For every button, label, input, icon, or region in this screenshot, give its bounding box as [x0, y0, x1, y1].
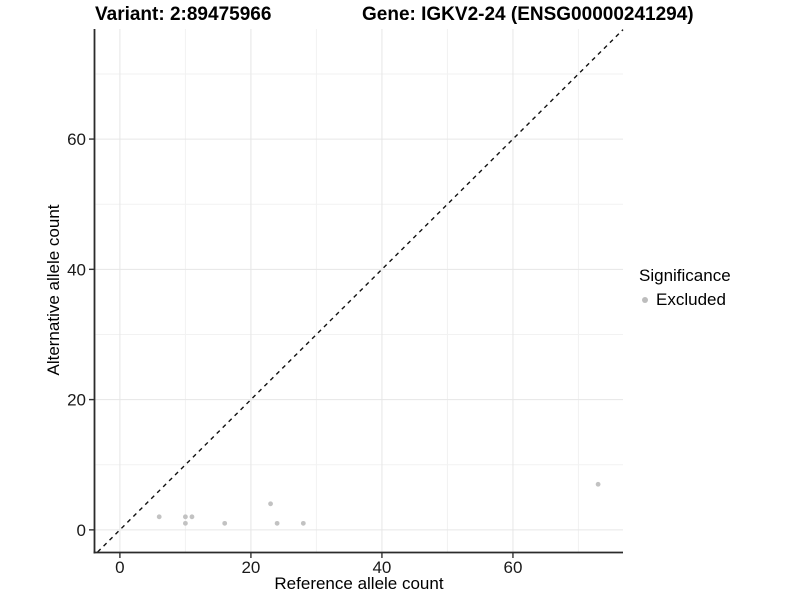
x-tick-label: 0 — [115, 558, 124, 577]
data-point — [300, 520, 306, 526]
x-tick-label: 20 — [241, 558, 260, 577]
data-point — [183, 520, 188, 526]
legend-key-dot-icon — [642, 297, 648, 303]
data-point — [268, 501, 273, 507]
x-tick-label: 60 — [503, 558, 522, 577]
legend-item: Excluded — [639, 291, 731, 309]
y-axis-title: Alternative allele count — [44, 204, 63, 376]
x-tick-label: 40 — [372, 558, 391, 577]
x-axis-title: Reference allele count — [274, 574, 444, 593]
variant-title: Variant: 2:89475966 — [95, 4, 272, 25]
gridlines-minor — [95, 29, 623, 552]
tick-labels: 0 20 40 60 0 20 40 60 — [67, 130, 522, 577]
series-excluded — [156, 481, 601, 526]
y-tick-label: 0 — [77, 521, 86, 540]
legend-item-label: Excluded — [656, 290, 726, 309]
data-point — [189, 514, 195, 520]
identity-line — [97, 29, 624, 553]
axis-lines — [93, 29, 623, 554]
gridlines-major — [95, 29, 623, 552]
data-point — [595, 481, 601, 487]
data-point — [183, 514, 188, 520]
legend-items: Excluded — [639, 291, 731, 309]
y-tick-label: 60 — [67, 130, 86, 149]
y-tick-label: 20 — [67, 391, 86, 410]
y-tick-label: 40 — [67, 260, 86, 279]
data-point — [222, 520, 228, 526]
data-point — [156, 514, 162, 520]
data-point — [274, 520, 280, 526]
gene-title: Gene: IGKV2-24 (ENSG00000241294) — [362, 4, 694, 25]
legend: Significance Excluded — [639, 266, 731, 309]
legend-title: Significance — [639, 266, 731, 285]
tick-marks — [89, 138, 514, 558]
